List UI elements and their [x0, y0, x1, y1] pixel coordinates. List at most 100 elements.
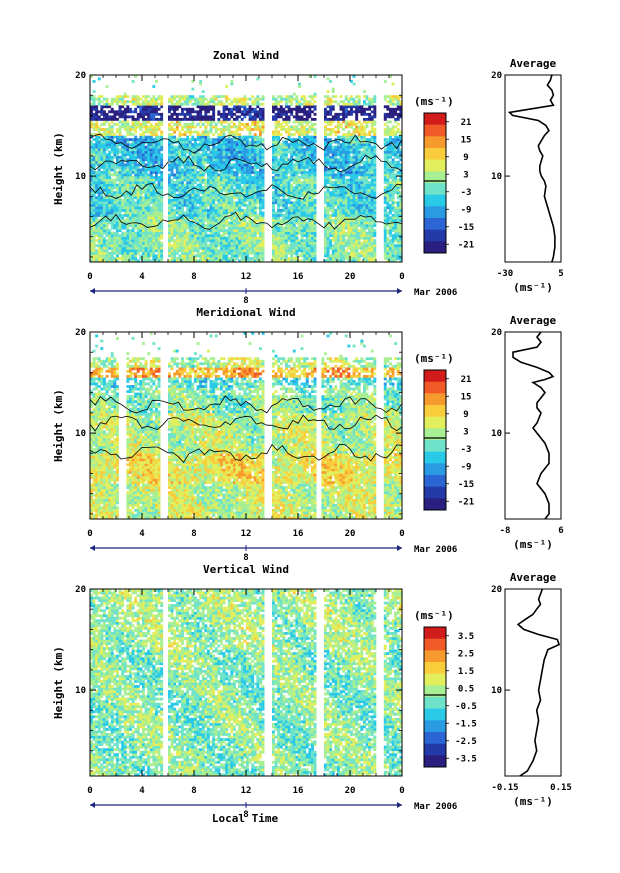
- heatmap-cell: [233, 158, 236, 162]
- heatmap-cell: [129, 219, 132, 222]
- heatmap-cell: [305, 196, 309, 200]
- heatmap-cell: [243, 203, 247, 207]
- heatmap-cell: [103, 120, 106, 124]
- heatmap-cell: [188, 246, 192, 250]
- heatmap-cell: [295, 208, 299, 212]
- heatmap-cell: [235, 97, 239, 101]
- heatmap-cell: [214, 155, 218, 159]
- heatmap-cell: [194, 208, 197, 212]
- heatmap-cell: [292, 191, 296, 195]
- heatmap-cell: [282, 125, 286, 129]
- heatmap-cell: [313, 171, 317, 174]
- heatmap-cell: [103, 203, 106, 207]
- heatmap-cell: [157, 178, 161, 182]
- heatmap-cell: [129, 100, 132, 104]
- heatmap-cell: [248, 133, 252, 136]
- heatmap-cell: [253, 165, 257, 169]
- heatmap-cell: [191, 80, 195, 83]
- heatmap-cell: [207, 138, 210, 142]
- heatmap-cell: [188, 206, 192, 210]
- heatmap-cell: [136, 138, 140, 142]
- heatmap-cell: [95, 224, 99, 227]
- heatmap-cell: [160, 183, 164, 187]
- heatmap-cell: [246, 234, 249, 238]
- heatmap-cell: [110, 188, 114, 192]
- heatmap-cell: [144, 120, 148, 124]
- heatmap-cell: [113, 163, 117, 167]
- heatmap-cell: [300, 155, 304, 159]
- heatmap-cell: [256, 244, 260, 248]
- heatmap-cell: [142, 153, 145, 157]
- heatmap-cell: [225, 256, 229, 260]
- heatmap-cell: [201, 176, 205, 179]
- heatmap-cell: [186, 216, 190, 220]
- heatmap-cell: [311, 191, 314, 195]
- heatmap-cell: [178, 254, 182, 258]
- heatmap-cell: [103, 165, 106, 169]
- heatmap-cell: [326, 251, 330, 255]
- heatmap-cell: [90, 148, 93, 152]
- heatmap-cell: [240, 244, 244, 248]
- heatmap-cell: [131, 123, 135, 126]
- heatmap-cell: [235, 125, 239, 129]
- heatmap-cell: [144, 130, 148, 134]
- heatmap-cell: [100, 186, 104, 190]
- heatmap-cell: [326, 105, 330, 109]
- heatmap-cell: [324, 168, 327, 172]
- heatmap-cell: [191, 181, 195, 184]
- heatmap-cell: [230, 171, 234, 174]
- heatmap-cell: [279, 112, 283, 116]
- heatmap-cell: [256, 231, 260, 235]
- heatmap-cell: [303, 150, 307, 154]
- heatmap-cell: [142, 155, 145, 159]
- heatmap-cell: [272, 107, 275, 111]
- heatmap-cell: [175, 145, 179, 149]
- heatmap-cell: [209, 115, 213, 119]
- heatmap-cell: [248, 241, 252, 245]
- heatmap-cell: [157, 229, 161, 232]
- heatmap-cell: [292, 236, 296, 240]
- heatmap-cell: [233, 203, 236, 207]
- heatmap-cell: [173, 163, 177, 167]
- heatmap-cell: [282, 244, 286, 248]
- heatmap-cell: [152, 256, 156, 260]
- heatmap-cell: [305, 178, 309, 182]
- heatmap-cell: [149, 117, 153, 121]
- heatmap-cell: [183, 143, 187, 147]
- heatmap-cell: [126, 224, 130, 227]
- heatmap-cell: [212, 105, 216, 109]
- heatmap-cell: [129, 188, 132, 192]
- heatmap-cell: [149, 234, 153, 238]
- heatmap-cell: [196, 239, 200, 243]
- heatmap-cell: [326, 196, 330, 200]
- heatmap-cell: [152, 160, 156, 164]
- heatmap-cell: [196, 234, 200, 238]
- heatmap-cell: [225, 211, 229, 215]
- heatmap-cell: [272, 251, 275, 255]
- heatmap-cell: [110, 251, 114, 255]
- heatmap-cell: [196, 219, 200, 222]
- heatmap-cell: [292, 125, 296, 129]
- heatmap-cell: [290, 148, 294, 152]
- heatmap-cell: [152, 138, 156, 142]
- heatmap-cell: [235, 135, 239, 139]
- heatmap-cell: [303, 229, 307, 232]
- heatmap-cell: [329, 133, 333, 136]
- heatmap-cell: [90, 219, 93, 222]
- heatmap-cell: [222, 128, 226, 131]
- heatmap-cell: [214, 234, 218, 238]
- heatmap-cell: [199, 213, 203, 217]
- heatmap-cell: [126, 216, 130, 220]
- heatmap-cell: [303, 201, 307, 205]
- heatmap-cell: [142, 123, 145, 126]
- heatmap-cell: [173, 234, 177, 238]
- heatmap-cell: [147, 216, 151, 220]
- heatmap-cell: [248, 239, 252, 243]
- heatmap-cell: [155, 206, 158, 210]
- heatmap-cell: [168, 123, 171, 126]
- heatmap-cell: [285, 251, 288, 255]
- heatmap-cell: [178, 244, 182, 248]
- heatmap-cell: [92, 201, 96, 205]
- heatmap-cell: [207, 181, 210, 184]
- heatmap-cell: [129, 239, 132, 243]
